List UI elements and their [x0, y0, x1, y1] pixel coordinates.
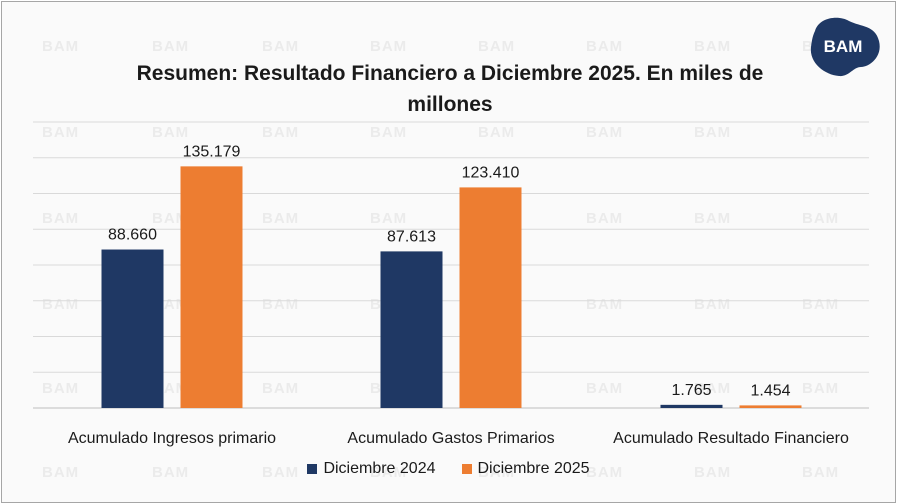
- logo-text: BAM: [824, 37, 863, 56]
- bar-dic-2025: [180, 166, 243, 408]
- legend-label: Diciembre 2025: [477, 460, 590, 477]
- legend-swatch: [461, 464, 472, 474]
- bar-dic-2025: [739, 405, 802, 408]
- bar-dic-2024: [101, 249, 164, 408]
- bar-dic-2024: [660, 404, 723, 408]
- category-label: Acumulado Resultado Financiero: [613, 430, 849, 447]
- data-label: 88.660: [108, 227, 157, 244]
- data-label: 1.765: [671, 382, 711, 399]
- category-label: Acumulado Gastos Primarios: [347, 430, 554, 447]
- data-label: 123.410: [462, 164, 520, 181]
- legend-item: Diciembre 2024: [307, 460, 436, 478]
- legend-label: Diciembre 2024: [323, 460, 436, 477]
- bar-dic-2025: [459, 187, 522, 408]
- legend-swatch: [307, 464, 318, 474]
- category-label: Acumulado Ingresos primario: [68, 430, 276, 447]
- legend-item: Diciembre 2025: [461, 460, 590, 478]
- chart-legend: Diciembre 2024 Diciembre 2025: [0, 460, 897, 479]
- bam-logo: BAM: [810, 17, 880, 77]
- data-label: 87.613: [387, 228, 436, 245]
- data-label: 135.179: [183, 143, 241, 160]
- data-label: 1.454: [750, 382, 790, 399]
- chart-title: Resumen: Resultado Financiero a Diciembr…: [136, 62, 764, 116]
- bar-dic-2024: [380, 251, 443, 408]
